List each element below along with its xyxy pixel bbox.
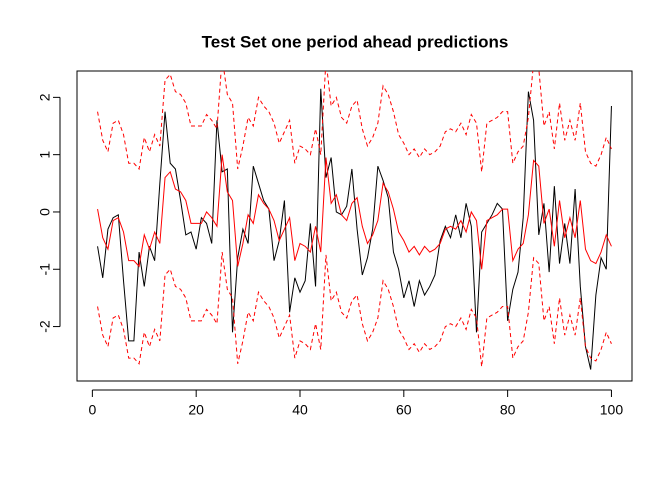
series-line	[97, 88, 612, 370]
x-tick-label: 60	[396, 402, 412, 418]
y-tick-label: -2	[37, 320, 53, 333]
y-tick-label: 1	[37, 151, 53, 159]
plot-area	[97, 71, 612, 370]
x-tick-label: 0	[88, 402, 96, 418]
x-tick-label: 100	[600, 402, 624, 418]
series-line	[97, 71, 612, 172]
series-line	[97, 252, 612, 367]
y-tick-label: 0	[37, 208, 53, 216]
x-tick-label: 40	[292, 402, 308, 418]
chart-title: Test Set one period ahead predictions	[202, 32, 509, 51]
y-tick-label: 2	[37, 93, 53, 101]
y-tick-label: -1	[37, 263, 53, 276]
x-tick-label: 80	[500, 402, 516, 418]
x-tick-label: 20	[188, 402, 204, 418]
series-line	[97, 154, 612, 270]
plot-frame	[76, 70, 633, 382]
